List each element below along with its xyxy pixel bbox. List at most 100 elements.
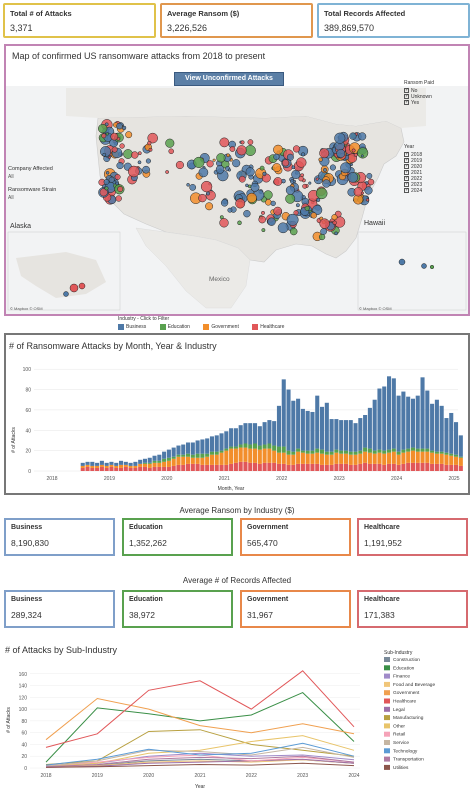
attack-marker — [250, 182, 260, 192]
us-map[interactable] — [6, 46, 468, 314]
attack-marker — [302, 183, 308, 189]
attack-marker — [259, 165, 265, 171]
legend-swatch — [384, 756, 390, 762]
legend-item-government[interactable]: Government — [203, 324, 239, 330]
bar-segment — [348, 451, 353, 455]
checkbox-icon[interactable] — [404, 99, 409, 106]
bar-segment — [99, 466, 104, 471]
bar-segment — [119, 464, 124, 468]
avg-records-title: Average # of Records Affected — [182, 576, 292, 585]
attack-marker — [298, 176, 304, 182]
bar-segment — [382, 386, 387, 451]
card-title: Business — [11, 596, 43, 603]
bar-segment — [367, 448, 372, 453]
sub-industry-chart[interactable]: # of Attacks by Sub-Industry # of Attack… — [0, 640, 474, 790]
ransomware-strain-filter[interactable]: All — [8, 195, 14, 201]
legend-label: Other — [393, 723, 405, 729]
year-option[interactable]: 2024 — [404, 187, 422, 194]
x-tick-label: 2021 — [194, 773, 205, 779]
bar-segment — [224, 431, 229, 449]
bar-segment — [190, 454, 195, 458]
bar-segment — [190, 463, 195, 471]
industry-legend: Industry - Click to Filter Business Educ… — [118, 316, 284, 330]
attack-marker — [349, 132, 357, 140]
bar-segment — [176, 464, 181, 471]
y-tick-label: 0 — [24, 766, 27, 772]
bar-segment — [286, 454, 291, 465]
bar-segment — [334, 452, 339, 464]
attack-marker — [351, 148, 356, 153]
bar-segment — [305, 453, 310, 464]
attack-marker — [273, 153, 280, 161]
bar-segment — [401, 452, 406, 464]
attack-marker — [131, 151, 139, 159]
bar-segment — [305, 410, 310, 451]
attack-marker — [319, 218, 330, 229]
bar-segment — [449, 464, 454, 471]
legend-swatch — [384, 665, 390, 671]
x-tick-label: 2023 — [334, 476, 345, 482]
attack-marker — [111, 146, 118, 153]
bar-segment — [420, 448, 425, 452]
bar-segment — [348, 454, 353, 465]
legend-item-healthcare[interactable]: Healthcare — [252, 324, 284, 330]
bar-segment — [157, 462, 162, 467]
card-title: Healthcare — [364, 524, 400, 531]
attack-marker — [219, 218, 229, 228]
card-title: Healthcare — [364, 596, 400, 603]
legend-label: Finance — [393, 674, 410, 680]
hawaii-label: Hawaii — [364, 220, 386, 227]
attack-marker — [227, 207, 233, 213]
bar-segment — [358, 463, 363, 471]
bar-segment — [348, 464, 353, 471]
series-line — [45, 697, 355, 741]
bar-segment — [377, 452, 382, 464]
bar-segment — [109, 461, 114, 465]
card-value: 289,324 — [11, 610, 42, 620]
bar-segment — [410, 450, 415, 463]
y-tick-label: 120 — [19, 695, 28, 701]
x-tick-label: 2023 — [297, 773, 308, 779]
y-tick-label: 20 — [25, 449, 31, 455]
bar-segment — [343, 420, 348, 451]
monthly-attacks-chart[interactable]: # of Ransomware Attacks by Month, Year &… — [6, 335, 468, 493]
legend-swatch — [384, 657, 390, 662]
bar-segment — [300, 452, 305, 464]
bar-segment — [420, 451, 425, 463]
company-affected-filter[interactable]: All — [8, 174, 14, 180]
bar-segment — [253, 423, 258, 444]
attack-marker — [205, 202, 214, 211]
avg-records-healthcare: Healthcare 171,383 — [357, 590, 468, 628]
bar-segment — [142, 462, 147, 464]
view-unconfirmed-button[interactable]: View Unconfirmed Attacks — [174, 72, 284, 86]
ransom-paid-yes[interactable]: Yes — [404, 99, 434, 106]
attack-marker — [315, 177, 319, 181]
bar-segment — [142, 466, 147, 471]
x-tick-label: 2020 — [161, 476, 172, 482]
attack-marker — [243, 210, 251, 218]
bar-segment — [320, 453, 325, 465]
attack-marker — [108, 176, 115, 183]
bar-segment — [128, 467, 133, 471]
bar-segment — [339, 420, 344, 451]
legend-label: Food and Beverage — [393, 682, 435, 688]
attack-marker — [308, 181, 312, 185]
bar-segment — [200, 464, 205, 471]
bar-segment — [458, 456, 463, 458]
legend-item-business[interactable]: Business — [118, 324, 146, 330]
bar-chart-xlabel: Month, Year — [218, 486, 245, 492]
attack-marker — [315, 187, 328, 200]
bar-segment — [166, 449, 171, 458]
ransom-paid-filter: Ransom Paid No Unknown Yes — [404, 80, 434, 106]
x-tick-label: 2022 — [276, 476, 287, 482]
legend-item-education[interactable]: Education — [159, 324, 190, 330]
bar-segment — [320, 449, 325, 454]
checkbox-icon[interactable] — [404, 187, 409, 194]
year-filter: Year 2018 2019 2020 2021 2022 2023 2024 — [404, 144, 422, 194]
attack-marker — [318, 233, 326, 241]
legend-label: Technology — [393, 748, 418, 754]
y-tick-label: 140 — [19, 684, 28, 690]
attack-marker — [340, 162, 352, 174]
bar-segment — [243, 443, 248, 448]
bar-segment — [238, 461, 243, 471]
